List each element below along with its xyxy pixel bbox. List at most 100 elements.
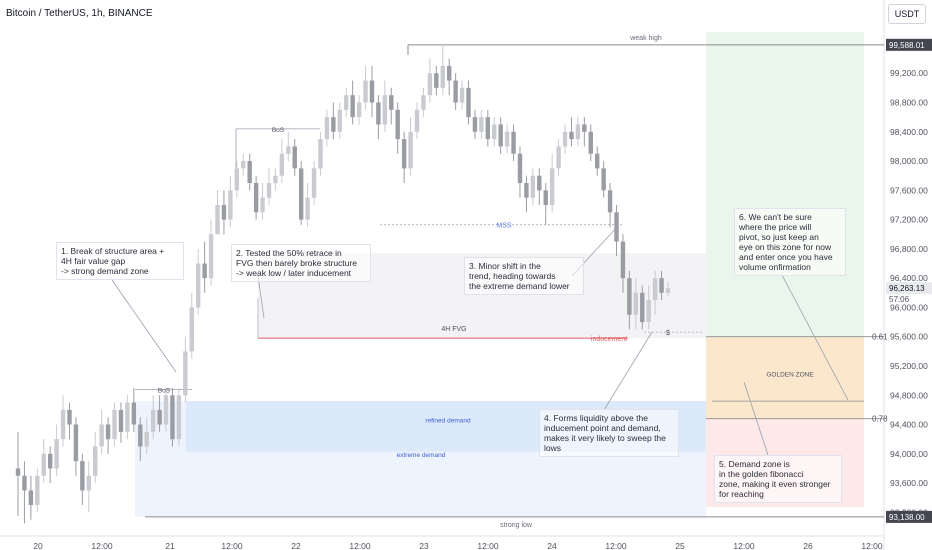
y-tick-label: 94,400.00: [890, 420, 928, 430]
y-tick-label: 93,600.00: [890, 478, 928, 488]
candle-body: [311, 168, 317, 198]
golden-zone: [706, 336, 864, 419]
candle-body: [556, 146, 561, 169]
extreme-demand-label: extreme demand: [397, 452, 446, 459]
candle-body: [479, 117, 484, 132]
candle-body: [292, 146, 297, 169]
candle-body: [414, 109, 420, 132]
bos-lower-label: BoS: [158, 387, 171, 394]
candle-body: [640, 292, 645, 323]
strong-low-price-label-bg: [886, 510, 932, 523]
y-tick-label: 99,200.00: [890, 68, 928, 78]
currency-selector[interactable]: USDT: [888, 4, 926, 24]
candle-body: [112, 409, 117, 440]
candle-body: [176, 395, 182, 440]
note-4: 4. Forms liquidity above the inducement …: [539, 409, 679, 457]
inducement-label: inducement: [591, 336, 627, 343]
weak-high-price-label-bg: [886, 38, 932, 51]
y-tick-label: 97,600.00: [890, 185, 928, 195]
candle-body: [601, 168, 606, 191]
candle-body: [286, 146, 291, 154]
candle-body: [356, 102, 362, 118]
x-tick-label: 12:00: [733, 541, 755, 550]
candle-body: [517, 153, 523, 184]
mss-label: MSS: [496, 223, 512, 230]
y-tick-label: 98,000.00: [890, 156, 928, 166]
target-zone-upper: [706, 32, 864, 337]
note-1-leader: [111, 279, 177, 373]
candle-body: [607, 190, 613, 213]
y-tick-label: 95,600.00: [890, 332, 928, 342]
candle-body: [73, 424, 79, 462]
candle-body: [427, 73, 433, 96]
candle-body: [376, 102, 381, 125]
y-tick-label: 96,800.00: [890, 244, 928, 254]
candle-body: [614, 212, 619, 242]
note-6: 6. We can't be sure where the price will…: [734, 208, 846, 276]
candle-body: [150, 409, 156, 432]
refined-demand-label: refined demand: [425, 417, 471, 424]
note-5: 5. Demand zone is in the golden fibonacc…: [714, 455, 842, 503]
x-tick-label: 23: [419, 541, 429, 550]
candle-body: [620, 241, 626, 279]
candle-body: [324, 117, 330, 140]
candle-body: [421, 95, 426, 110]
candle-body: [588, 131, 593, 154]
candle-body: [195, 263, 201, 308]
x-tick-label: 12:00: [477, 541, 499, 550]
candle-body: [318, 139, 323, 169]
x-tick-label: 12:00: [91, 541, 113, 550]
candle-body: [86, 475, 91, 491]
candle-body: [440, 65, 445, 88]
candle-body: [47, 453, 53, 469]
candle-body: [492, 124, 497, 140]
candle-body: [54, 439, 59, 469]
y-tick-label: 97,200.00: [890, 215, 928, 225]
x-tick-label: 12:00: [221, 541, 243, 550]
candle-body: [170, 395, 175, 440]
x-tick-label: 12:00: [349, 541, 371, 550]
fib-078-label: 0.78: [872, 415, 888, 424]
candle-body: [537, 175, 542, 191]
candle-body: [472, 117, 478, 132]
note-6-leader: [781, 274, 849, 401]
candle-body: [15, 468, 21, 476]
weak-high-label: weak high: [629, 35, 662, 42]
y-tick-label: 94,800.00: [890, 390, 928, 400]
candle-body: [633, 292, 639, 315]
current-price-label-bg: [886, 282, 932, 295]
candle-body: [595, 153, 600, 169]
golden-zone-label: GOLDEN ZONE: [766, 371, 814, 378]
strong-low-price-label: 93,138.00: [889, 513, 925, 522]
x-tick-label: 20: [33, 541, 43, 550]
candle-body: [395, 109, 400, 140]
candle-body: [331, 117, 336, 132]
candle-body: [659, 278, 664, 293]
candle-body: [543, 190, 548, 205]
candle-body: [389, 95, 394, 110]
note-1: 1. Break of structure area + 4H fair val…: [56, 242, 184, 280]
candle-body: [157, 409, 162, 425]
candle-body: [241, 161, 246, 169]
candle-body: [569, 131, 574, 140]
candle-body: [434, 73, 439, 88]
candle-body: [189, 307, 194, 352]
candle-body: [665, 288, 671, 293]
x-tick-label: 12:00: [861, 541, 883, 550]
y-tick-label: 96,000.00: [890, 302, 928, 312]
candle-body: [504, 131, 510, 147]
candle-body: [466, 87, 471, 118]
candle-body: [524, 183, 529, 198]
candle-body: [163, 395, 169, 425]
candle-body: [582, 124, 587, 132]
fib-061-label: 0.61: [872, 333, 888, 342]
candle-body: [279, 153, 285, 176]
countdown-label: 57:06: [889, 295, 910, 304]
candle-body: [183, 351, 188, 396]
candle-body: [221, 204, 227, 220]
candle-body: [485, 117, 491, 140]
liquidity-label: $: [666, 330, 670, 337]
candle-body: [138, 424, 143, 447]
candle-body: [118, 409, 124, 432]
candle-body: [202, 263, 207, 279]
